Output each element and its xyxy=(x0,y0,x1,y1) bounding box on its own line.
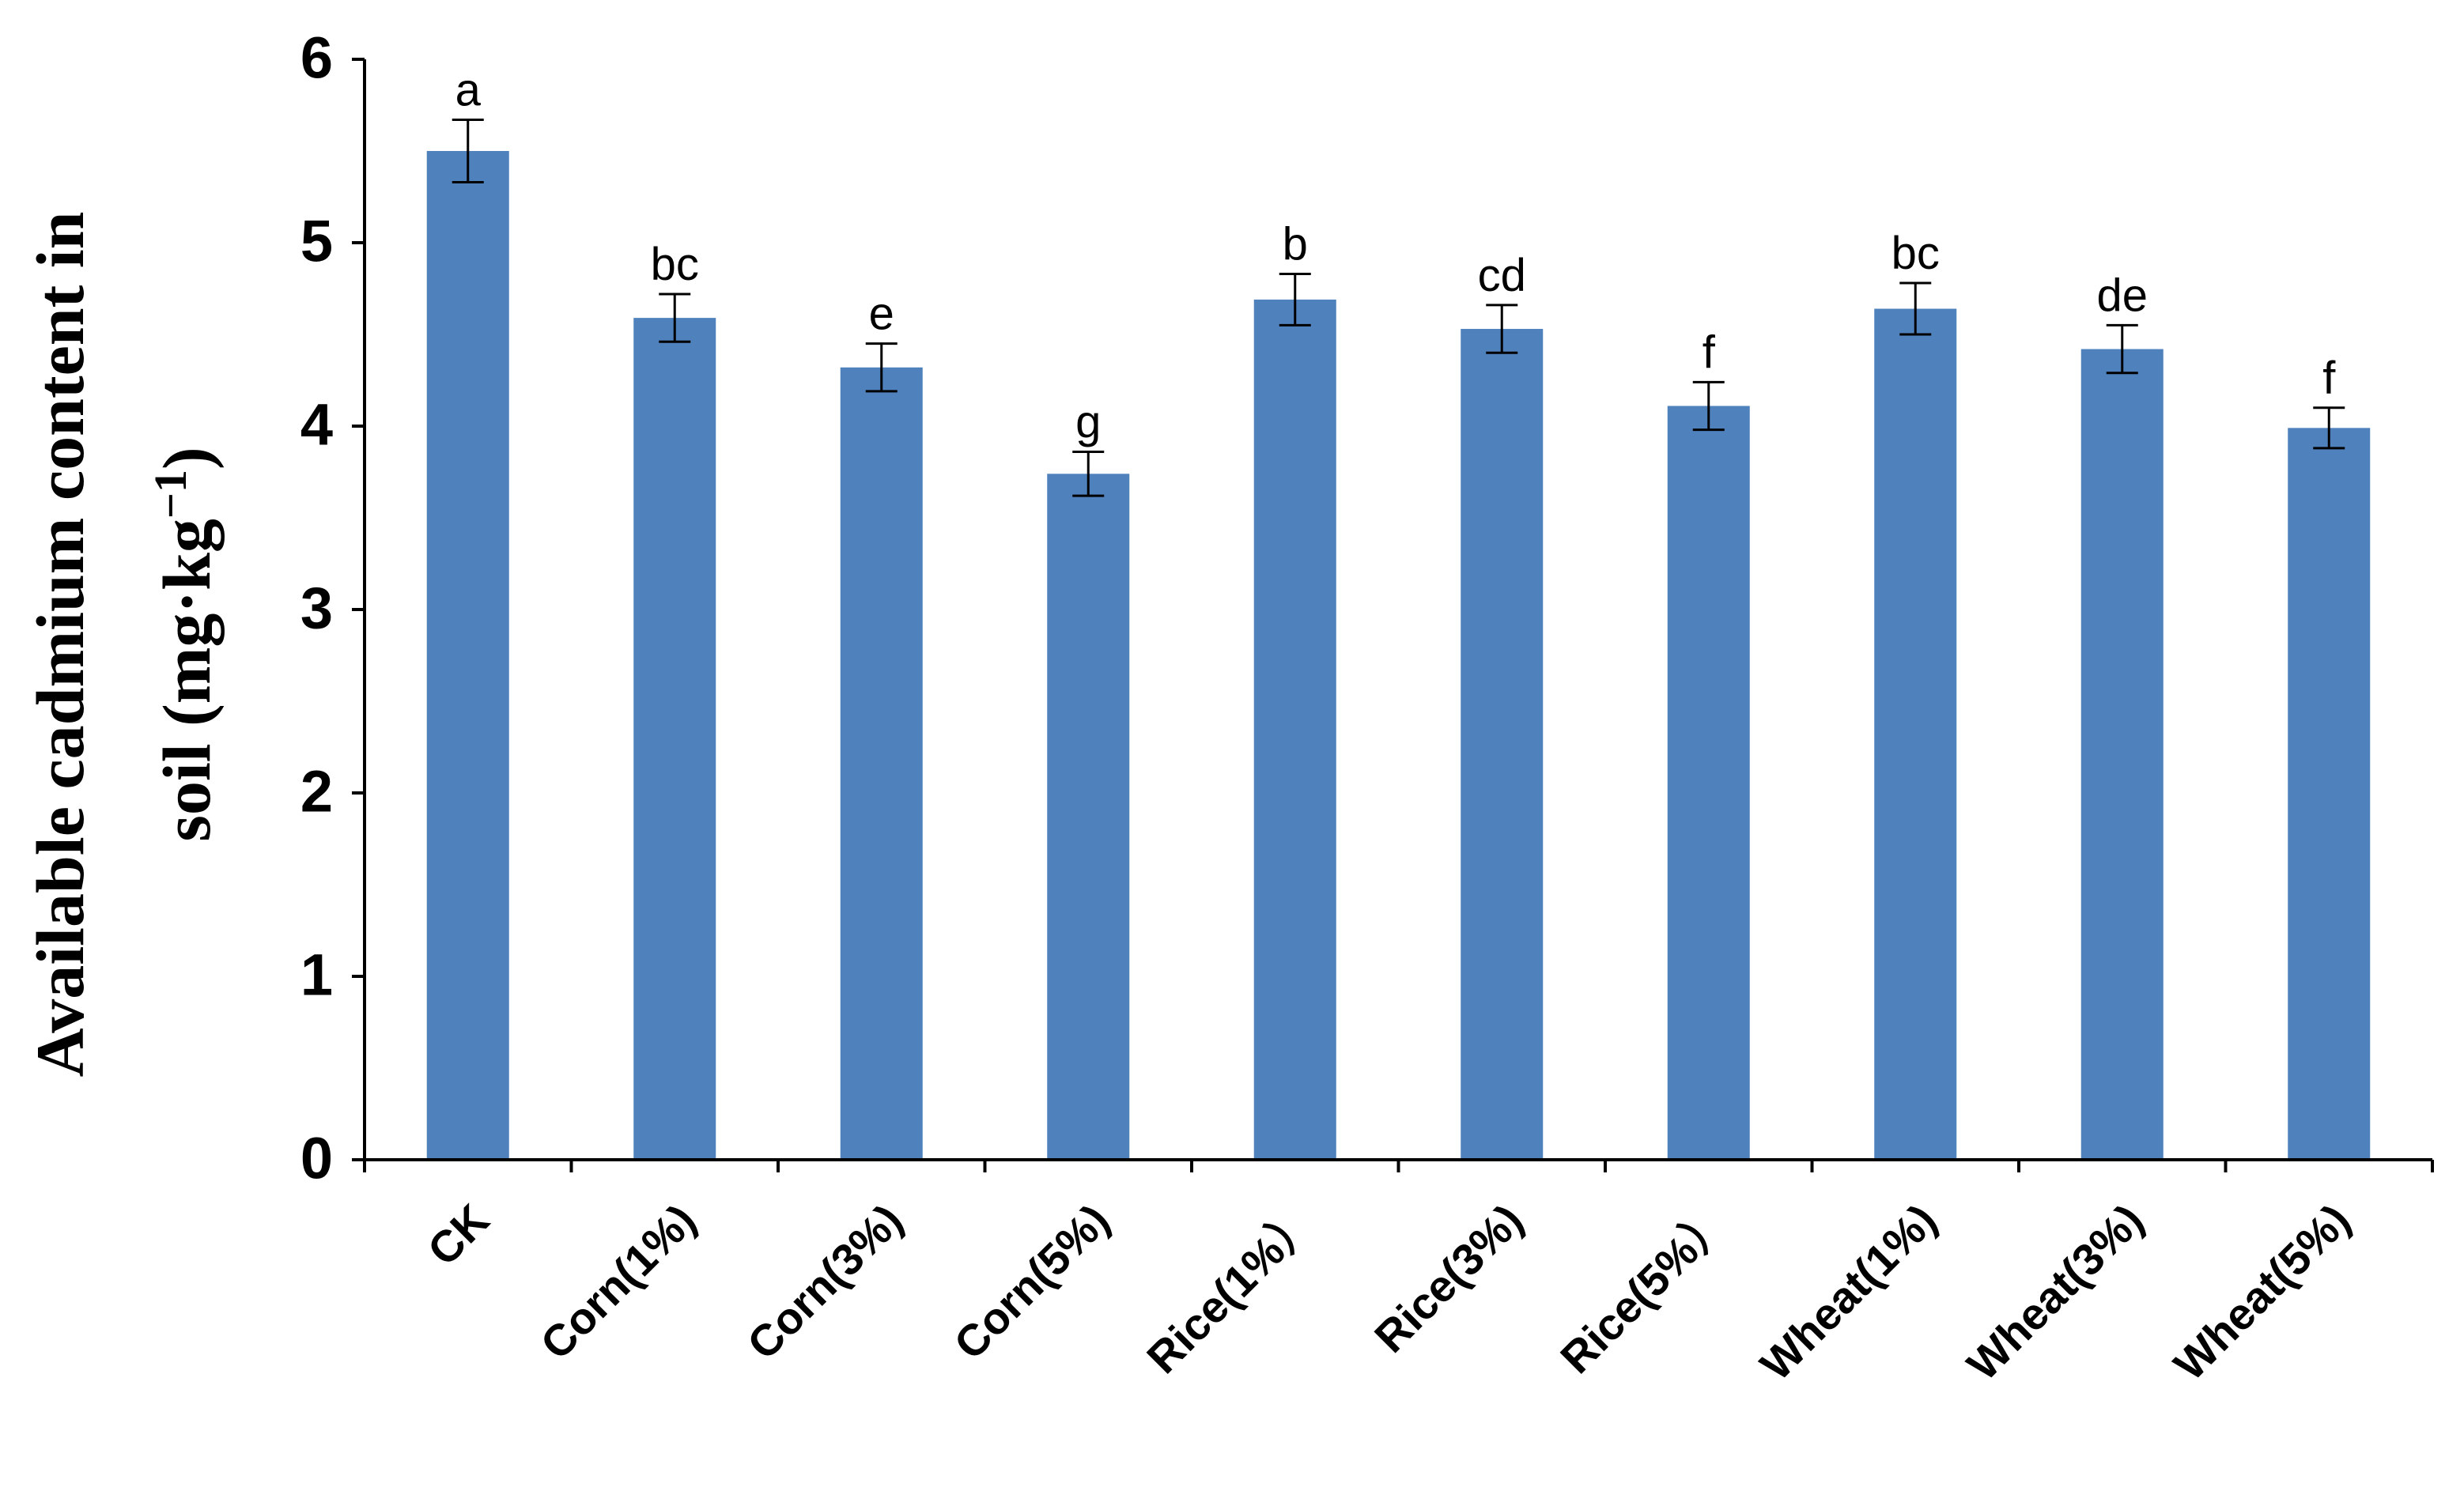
y-axis-label: Available cadmium content in xyxy=(22,212,98,1078)
x-tick-label: CK xyxy=(418,1195,498,1275)
y-axis-label-superscript: −1 xyxy=(145,470,196,519)
annotation: b xyxy=(1283,218,1308,270)
y-tick-label: 2 xyxy=(300,759,333,825)
bar xyxy=(1874,308,1957,1160)
annotation: bc xyxy=(651,239,699,290)
y-tick-label: 6 xyxy=(300,25,333,91)
bar xyxy=(633,318,716,1160)
x-tick-label: Wheat(3%) xyxy=(1957,1195,2152,1390)
bar xyxy=(840,367,923,1160)
annotation: f xyxy=(1703,327,1716,378)
y-tick-label: 1 xyxy=(300,942,333,1008)
x-tick-label: Corn(1%) xyxy=(531,1195,705,1369)
annotation: bc xyxy=(1891,228,1940,279)
y-tick-label: 0 xyxy=(300,1126,333,1191)
annotation: g xyxy=(1075,396,1101,447)
bar xyxy=(2080,349,2164,1160)
bar xyxy=(1047,474,1130,1160)
bar xyxy=(1667,406,1750,1160)
x-tick-label: Corn(3%) xyxy=(738,1195,913,1369)
bar xyxy=(1461,329,1544,1160)
annotation: de xyxy=(2096,270,2148,321)
bar xyxy=(426,151,509,1160)
x-tick-label: Rice(1%） xyxy=(1137,1195,1325,1383)
x-tick-label: Wheat(1%) xyxy=(1751,1195,1946,1390)
y-axis-label-text: ) xyxy=(149,447,225,470)
x-tick-label: Rice(3%) xyxy=(1365,1195,1532,1362)
annotation: f xyxy=(2322,353,2336,404)
annotation: a xyxy=(455,65,482,116)
x-tick-label: Corn(5%) xyxy=(944,1195,1119,1369)
y-tick-label: 5 xyxy=(300,209,333,274)
y-axis-label: soil (mg·kg−1) xyxy=(145,447,225,841)
x-tick-label: Rice(5%） xyxy=(1551,1195,1739,1383)
annotation: e xyxy=(869,289,894,340)
y-tick-label: 3 xyxy=(300,576,333,641)
y-tick-label: 4 xyxy=(300,392,333,458)
y-axis-label-text: soil (mg·kg xyxy=(149,519,225,842)
x-tick-label: Wheat(5%) xyxy=(2164,1195,2360,1390)
bar xyxy=(2288,428,2371,1160)
bar xyxy=(1253,299,1336,1160)
annotation: cd xyxy=(1478,250,1526,301)
